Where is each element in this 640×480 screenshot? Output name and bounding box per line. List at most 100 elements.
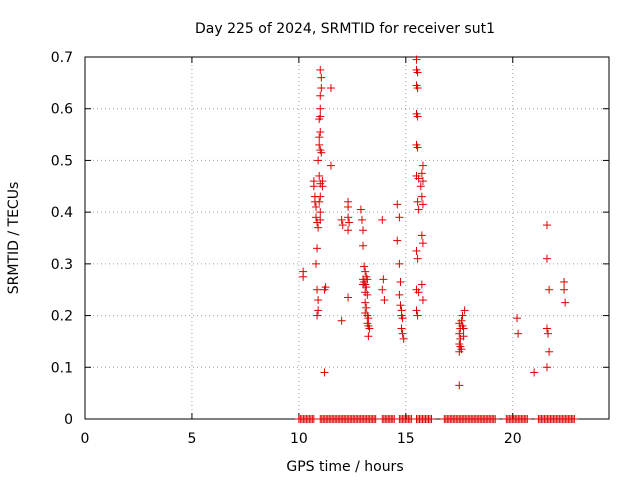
data-point [418,239,427,248]
data-point [299,272,308,281]
data-point [542,254,551,263]
data-point [379,275,388,284]
data-point [326,161,335,170]
axis-ticks [84,56,609,420]
data-point [362,303,371,312]
data-point [315,171,324,180]
data-point [545,347,554,356]
data-point [315,133,324,142]
data-point [413,112,422,121]
data-point [530,368,539,377]
data-point [413,84,422,93]
data-point [413,197,422,206]
y-tick-label: 0.2 [51,309,73,325]
data-point [317,148,326,157]
data-point [542,363,551,372]
y-tick-label: 0.6 [51,102,73,118]
data-point [364,314,373,323]
data-point [364,332,373,341]
data-point [412,306,421,315]
data-point [344,213,353,222]
grid [85,57,609,419]
data-point [316,127,325,136]
data-point [317,73,326,82]
data-point [413,143,422,152]
data-point [314,296,323,305]
data-point [344,226,353,235]
data-point [514,329,523,338]
data-point [427,415,436,423]
data-point [542,221,551,230]
data-point [417,280,426,289]
y-tick-label: 0.4 [51,205,73,221]
data-point [398,314,407,323]
data-point [344,293,353,302]
data-point [418,296,427,305]
data-point [457,316,466,325]
data-point [359,241,368,250]
data-point [362,272,371,281]
data-point [399,334,408,343]
data-point [338,221,347,230]
data-point [395,259,404,268]
data-point [457,345,466,354]
data-point [412,55,421,64]
data-point [313,244,322,253]
data-point [361,298,370,307]
data-point [396,301,405,310]
data-point [316,65,325,74]
data-point [316,208,325,217]
x-tick-label: 0 [81,431,90,447]
data-point [396,277,405,286]
data-point [414,174,423,183]
x-tick-label: 5 [187,431,196,447]
data-point [314,223,323,232]
data-point [414,205,423,214]
data-point [311,213,320,222]
data-point [337,316,346,325]
data-point [311,259,320,268]
y-tick-label: 0.1 [51,360,73,376]
data-point [459,332,468,341]
x-tick-label: 10 [290,431,308,447]
data-point [397,324,406,333]
data-point [460,306,469,315]
data-point [523,415,532,423]
data-point [417,192,426,201]
data-point [356,205,365,214]
plot-frame [84,56,610,420]
data-points [294,55,579,423]
data-point [316,104,325,113]
data-point [491,415,500,423]
data-point [413,68,422,77]
y-tick-label: 0 [64,412,73,428]
data-point [337,215,346,224]
data-point [315,197,324,206]
data-point [416,182,425,191]
data-point [544,329,553,338]
data-point [418,200,427,209]
data-point [359,226,368,235]
data-point [360,262,369,271]
data-point [417,231,426,240]
data-point [393,236,402,245]
data-point [413,311,422,320]
data-point [365,324,374,333]
data-point [316,192,325,201]
data-point [395,290,404,299]
x-axis-label: GPS time / hours [286,459,403,475]
data-point [393,200,402,209]
data-point [418,161,427,170]
data-point [344,202,353,211]
x-tick-label: 15 [397,431,415,447]
data-point [455,381,464,390]
data-point [345,218,354,227]
data-point [313,311,322,320]
data-point [418,177,427,186]
data-point [314,306,323,315]
data-point [417,169,426,178]
y-axis-tick-labels: 0 0.1 0.2 0.3 0.4 0.5 0.6 0.7 [51,50,73,428]
x-tick-label: 20 [504,431,522,447]
y-tick-label: 0.3 [51,257,73,273]
